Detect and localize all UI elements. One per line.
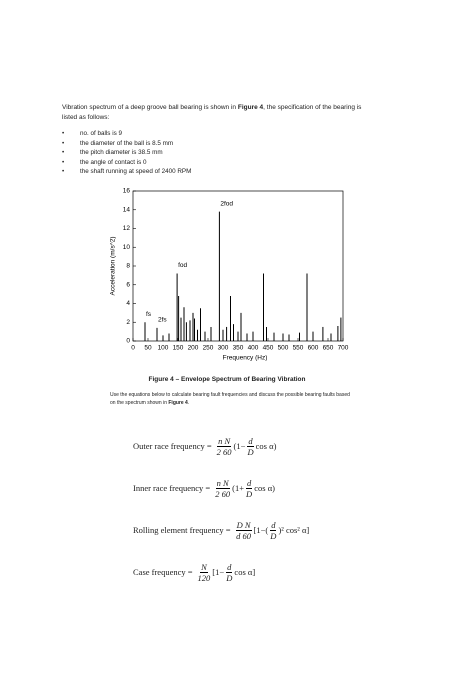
numerator: d bbox=[245, 477, 253, 489]
x-tick-label: 200 bbox=[188, 345, 199, 352]
equation-label: Inner race frequency = bbox=[133, 483, 211, 493]
y-tick-label: 0 bbox=[126, 338, 130, 345]
x-tick-label: 100 bbox=[158, 345, 169, 352]
denominator: D bbox=[247, 446, 254, 457]
y-tick-label: 6 bbox=[126, 281, 130, 288]
peak-label: fod bbox=[178, 262, 187, 269]
x-tick-label: 450 bbox=[263, 345, 274, 352]
peak-label: fs bbox=[146, 311, 152, 318]
denominator: 2 60 bbox=[215, 488, 231, 499]
equation-term: (1− bbox=[233, 441, 246, 451]
figure-ref: Figure 4 bbox=[168, 400, 188, 406]
x-tick-label: 500 bbox=[278, 345, 289, 352]
numerator: D N bbox=[235, 519, 252, 531]
intro-text: Vibration spectrum of a deep groove ball… bbox=[62, 104, 238, 111]
numerator: d bbox=[226, 561, 233, 573]
numerator: d bbox=[247, 435, 254, 447]
y-tick-label: 2 bbox=[126, 319, 130, 326]
spec-item: the pitch diameter is 38.5 mm bbox=[62, 149, 191, 159]
y-tick-label: 12 bbox=[123, 225, 131, 232]
x-tick-label: 50 bbox=[144, 345, 152, 352]
intro-text: , the specification of the bearing is li… bbox=[62, 104, 362, 121]
peak-label: 2fs bbox=[158, 317, 167, 324]
x-tick-label: 700 bbox=[338, 345, 349, 352]
equation-label: Outer race frequency = bbox=[133, 441, 212, 451]
spec-item: the shaft running at speed of 2400 RPM bbox=[62, 168, 191, 178]
figure-ref: Figure 4 bbox=[237, 104, 264, 111]
spec-item: the diameter of the ball is 8.5 mm bbox=[62, 140, 191, 150]
y-tick-label: 8 bbox=[126, 263, 130, 270]
numerator: d bbox=[270, 519, 277, 531]
equation-term: cos α) bbox=[255, 441, 277, 451]
equation-term: cos α] bbox=[234, 567, 256, 577]
instruction-text: Use the equations below to calculate bea… bbox=[110, 392, 350, 406]
equation-term: cos α) bbox=[254, 483, 275, 493]
spec-item: no. of balls is 9 bbox=[62, 130, 191, 140]
x-tick-label: 150 bbox=[173, 345, 184, 352]
x-tick-label: 400 bbox=[248, 345, 259, 352]
denominator: D bbox=[226, 572, 233, 583]
instruction: Use the equations below to calculate bea… bbox=[110, 391, 350, 407]
chart: Frequency (Hz) Acceleration (m/s^2) 0 2 4 6… bbox=[110, 188, 349, 362]
equation-label: Rolling element frequency = bbox=[133, 525, 231, 535]
numerator: N bbox=[200, 561, 208, 573]
equation-term: )² cos² α] bbox=[278, 525, 310, 535]
equation-term: [1−( bbox=[253, 525, 269, 535]
x-axis-label: Frequency (Hz) bbox=[223, 355, 268, 362]
spec-list: no. of balls is 9the diameter of the bal… bbox=[62, 130, 191, 178]
denominator: D bbox=[246, 488, 253, 499]
y-tick-label: 14 bbox=[123, 206, 131, 213]
denominator: 2 60 bbox=[216, 446, 232, 457]
y-tick-label: 16 bbox=[123, 188, 131, 195]
denominator: 120 bbox=[197, 572, 211, 583]
x-tick-label: 650 bbox=[323, 345, 334, 352]
x-tick-label: 0 bbox=[131, 345, 135, 352]
y-tick-label: 4 bbox=[126, 300, 130, 307]
y-axis-label: Acceleration (m/s^2) bbox=[110, 236, 117, 295]
spec-item: the angle of contact is 0 bbox=[62, 159, 191, 169]
x-tick-label: 550 bbox=[293, 345, 304, 352]
x-tick-label: 600 bbox=[308, 345, 319, 352]
intro: Vibration spectrum of a deep groove ball… bbox=[62, 103, 362, 123]
instruction-text: . bbox=[187, 400, 190, 406]
denominator: D bbox=[270, 530, 277, 541]
equation-term: (1+ bbox=[232, 483, 244, 493]
numerator: n N bbox=[217, 435, 232, 447]
y-tick-label: 10 bbox=[123, 244, 131, 251]
peak-label: 2fod bbox=[220, 200, 233, 207]
x-tick-label: 300 bbox=[218, 345, 229, 352]
equation-label: Case frequency = bbox=[133, 567, 193, 577]
figure-caption: Figure 4 – Envelope Spectrum of Bearing … bbox=[148, 376, 306, 383]
fraction: N 120 bbox=[198, 562, 211, 583]
numerator: n N bbox=[215, 477, 230, 489]
equation-term: [1− bbox=[212, 567, 225, 577]
x-tick-label: 250 bbox=[203, 345, 214, 352]
x-tick-label: 350 bbox=[233, 345, 244, 352]
denominator: d 60 bbox=[236, 530, 251, 541]
